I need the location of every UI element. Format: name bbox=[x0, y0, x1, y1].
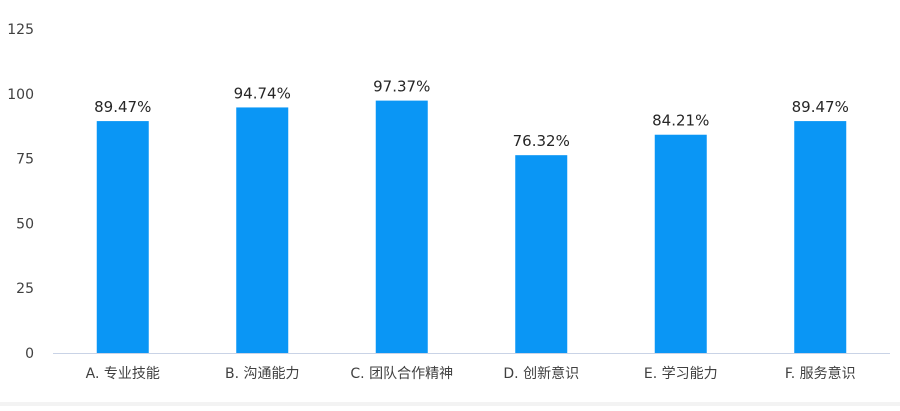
category-labels: A. 专业技能 B. 沟通能力 C. 团队合作精神 D. 创新意识 E. 学习能力 F. … bbox=[86, 365, 856, 382]
category-label: F. 服务意识 bbox=[785, 365, 856, 382]
data-labels: 89.47% 94.74% 97.37% 76.32% 84.21% 89.47% bbox=[94, 78, 849, 151]
bar bbox=[375, 100, 428, 353]
data-label: 97.37% bbox=[373, 78, 430, 96]
data-label: 94.74% bbox=[234, 84, 291, 102]
y-tick-label: 25 bbox=[16, 281, 34, 297]
y-tick-labels: 0 25 50 75 100 125 bbox=[7, 22, 34, 362]
footer-divider bbox=[0, 402, 900, 406]
category-label: A. 专业技能 bbox=[86, 366, 160, 382]
category-label: D. 创新意识 bbox=[503, 365, 579, 382]
data-label: 89.47% bbox=[94, 98, 151, 116]
bar bbox=[236, 107, 289, 353]
bar bbox=[515, 155, 568, 353]
bar bbox=[794, 121, 847, 354]
data-label: 76.32% bbox=[513, 132, 570, 150]
bar bbox=[654, 134, 707, 353]
y-tick-label: 125 bbox=[7, 22, 34, 38]
category-label: B. 沟通能力 bbox=[225, 366, 300, 382]
bar bbox=[96, 121, 149, 354]
data-label: 84.21% bbox=[652, 112, 709, 130]
bars bbox=[96, 100, 847, 354]
y-tick-label: 75 bbox=[16, 152, 34, 168]
category-label: E. 学习能力 bbox=[644, 366, 718, 382]
data-label: 89.47% bbox=[792, 98, 849, 116]
category-label: C. 团队合作精神 bbox=[350, 366, 453, 382]
y-tick-label: 100 bbox=[7, 87, 34, 103]
y-tick-label: 0 bbox=[25, 346, 34, 362]
y-tick-label: 50 bbox=[16, 216, 34, 232]
